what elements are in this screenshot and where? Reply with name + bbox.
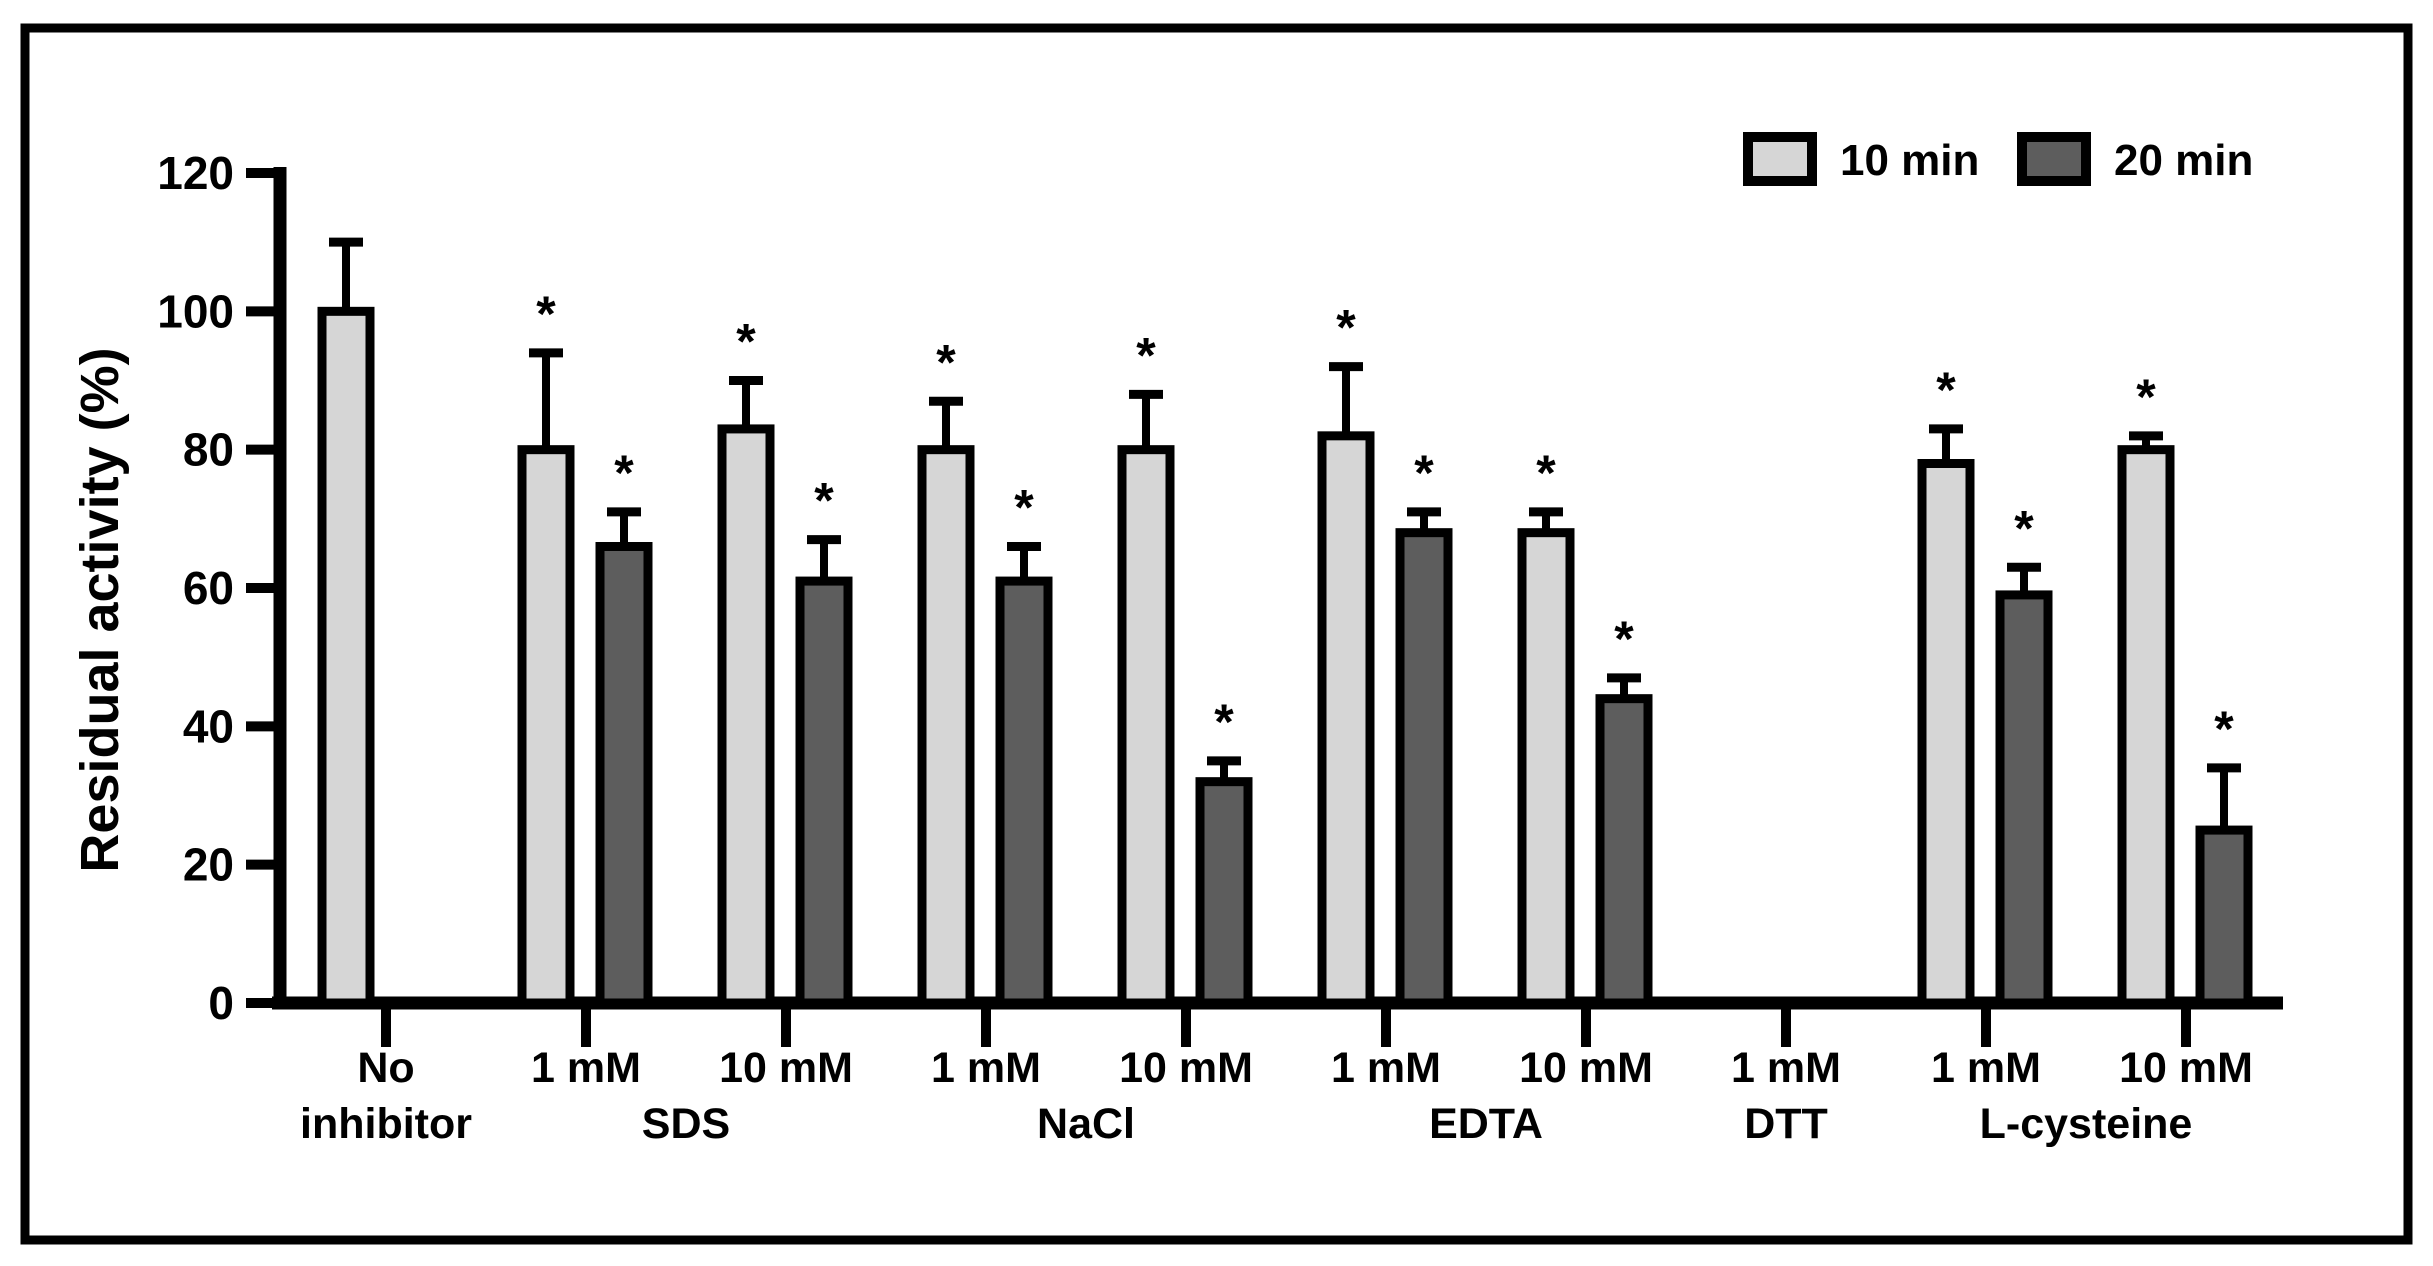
significance-star: * — [2214, 701, 2234, 757]
y-tick-label: 100 — [157, 285, 234, 337]
significance-star: * — [536, 286, 556, 342]
x-tick-label: 10 mM — [1519, 1044, 1653, 1092]
bar-20min-9 — [2195, 825, 2253, 1008]
y-tick-label: 60 — [183, 562, 234, 614]
bar-10min-3 — [917, 445, 975, 1008]
bar-10min-9 — [2117, 445, 2175, 1008]
significance-star: * — [2014, 500, 2034, 556]
significance-star: * — [1936, 362, 1956, 418]
y-tick-label: 80 — [183, 424, 234, 476]
significance-star: * — [2136, 369, 2156, 425]
x-tick-label: 1 mM — [531, 1044, 641, 1092]
x-tick-label: No — [357, 1044, 414, 1092]
significance-star: * — [736, 314, 756, 370]
significance-star: * — [1614, 611, 1634, 667]
legend-swatch-2 — [2017, 132, 2091, 186]
y-tick-label: 20 — [183, 839, 234, 891]
bar-20min-1 — [595, 542, 653, 1008]
bar-10min-2 — [717, 424, 775, 1008]
y-axis-title: Residual activity (%) — [70, 347, 130, 872]
x-tick-label: 10 mM — [2119, 1044, 2253, 1092]
x-tick-label: 1 mM — [1331, 1044, 1441, 1092]
x-group-label: inhibitor — [300, 1100, 472, 1148]
x-tick-label: 10 mM — [719, 1044, 853, 1092]
bar-20min-5 — [1395, 528, 1453, 1008]
significance-star: * — [614, 445, 634, 501]
x-group-label: EDTA — [1429, 1100, 1543, 1148]
significance-star: * — [1414, 445, 1434, 501]
bar-10min-6 — [1517, 528, 1575, 1008]
x-group-label: SDS — [642, 1100, 730, 1148]
bar-20min-4 — [1195, 777, 1253, 1008]
y-tick-label: 40 — [183, 700, 234, 752]
x-tick-label: 1 mM — [1731, 1044, 1841, 1092]
bar-20min-2 — [795, 576, 853, 1008]
bar-10min-8 — [1917, 459, 1975, 1008]
significance-star: * — [1536, 445, 1556, 501]
bar-20min-6 — [1595, 694, 1653, 1008]
significance-star: * — [1014, 480, 1034, 536]
x-group-label: DTT — [1744, 1100, 1828, 1148]
x-group-label: NaCl — [1037, 1100, 1135, 1148]
legend-swatch-1 — [1743, 132, 1817, 186]
bar-20min-8 — [1995, 590, 2053, 1008]
bar-10min-0 — [317, 306, 375, 1008]
legend-label-2: 20 min — [2114, 136, 2253, 185]
bar-10min-1 — [517, 445, 575, 1008]
significance-star: * — [1136, 327, 1156, 383]
x-tick-label: 1 mM — [1931, 1044, 2041, 1092]
significance-star: * — [1336, 300, 1356, 356]
x-tick-label: 1 mM — [931, 1044, 1041, 1092]
significance-star: * — [1214, 694, 1234, 750]
legend-label-1: 10 min — [1840, 136, 1979, 185]
x-group-label: L-cysteine — [1980, 1100, 2193, 1148]
y-tick-label: 0 — [208, 977, 234, 1029]
y-tick-label: 120 — [157, 147, 234, 199]
significance-star: * — [814, 473, 834, 529]
x-tick-label: 10 mM — [1119, 1044, 1253, 1092]
bar-10min-4 — [1117, 445, 1175, 1008]
bar-10min-5 — [1317, 431, 1375, 1008]
bar-20min-3 — [995, 576, 1053, 1008]
significance-star: * — [936, 334, 956, 390]
